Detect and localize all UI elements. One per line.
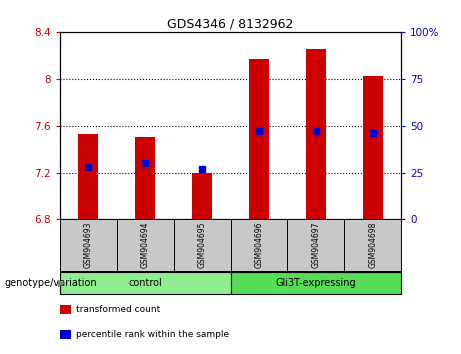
Bar: [135, 137, 155, 219]
Bar: [344, 219, 401, 271]
Text: genotype/variation: genotype/variation: [5, 278, 97, 288]
Text: Gli3T-expressing: Gli3T-expressing: [276, 278, 356, 288]
Bar: [363, 76, 383, 219]
Text: ▶: ▶: [58, 278, 65, 288]
Bar: [230, 219, 287, 271]
Bar: [249, 59, 269, 219]
Text: GSM904697: GSM904697: [311, 222, 320, 268]
Bar: [60, 272, 230, 295]
Text: percentile rank within the sample: percentile rank within the sample: [76, 330, 229, 339]
Bar: [78, 134, 98, 219]
Text: GSM904696: GSM904696: [254, 222, 263, 268]
Bar: [117, 219, 174, 271]
Title: GDS4346 / 8132962: GDS4346 / 8132962: [167, 18, 294, 31]
Text: GSM904693: GSM904693: [84, 222, 93, 268]
Text: GSM904698: GSM904698: [368, 222, 377, 268]
Text: GSM904695: GSM904695: [198, 222, 207, 268]
Text: control: control: [128, 278, 162, 288]
Bar: [192, 172, 212, 219]
Bar: [230, 272, 401, 295]
Text: GSM904694: GSM904694: [141, 222, 150, 268]
Text: transformed count: transformed count: [76, 305, 160, 314]
Bar: [306, 50, 326, 219]
Bar: [287, 219, 344, 271]
Bar: [60, 219, 117, 271]
Bar: [174, 219, 230, 271]
